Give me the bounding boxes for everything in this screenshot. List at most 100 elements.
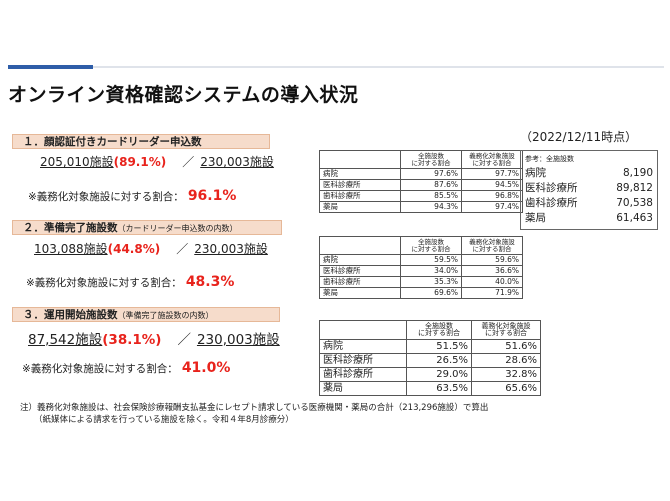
ratio-mandated-cell: 65.6% bbox=[471, 381, 541, 396]
list-item: 病院 8,190 bbox=[525, 166, 653, 181]
reference-count: 61,463 bbox=[616, 212, 653, 224]
facility-type-cell: 薬局 bbox=[319, 381, 407, 396]
table-header-cell bbox=[319, 150, 401, 169]
section-1-table: 全施設数 に対する割合 義務化対象施設 に対する割合 病院 97.6% 97.7% … bbox=[319, 150, 523, 213]
ratio-mandated-cell: 36.6% bbox=[461, 265, 523, 277]
section-3-percent: (38.1%) bbox=[102, 332, 162, 348]
reference-type: 病院 bbox=[525, 167, 546, 179]
footnote-line-2: （紙媒体による請求を行っている施設を除く。令和４年8月診療分） bbox=[34, 415, 294, 425]
section-2-title: ２．準備完了施設数 bbox=[23, 222, 118, 234]
reference-total-facilities-box: 参考：全施設数 病院 8,190 医科診療所 89,812 歯科診療所 70,538 … bbox=[520, 150, 658, 230]
section-1-count-line: 205,010施設(89.1%) ／ 230,003施設 bbox=[40, 153, 274, 170]
facility-type-cell: 歯科診療所 bbox=[319, 276, 401, 288]
reference-count: 89,812 bbox=[616, 182, 653, 194]
section-3-total: 230,003施設 bbox=[196, 332, 280, 348]
ratio-mandated-cell: 59.6% bbox=[461, 254, 523, 266]
ratio-all-cell: 29.0% bbox=[406, 367, 472, 382]
section-2-separator: ／ bbox=[176, 242, 189, 256]
ratio-all-cell: 69.6% bbox=[400, 287, 462, 299]
section-3-header: ３．運用開始施設数（準備完了施設数の内数） bbox=[12, 307, 280, 322]
facility-type-cell: 病院 bbox=[319, 168, 401, 180]
ratio-all-cell: 35.3% bbox=[400, 276, 462, 288]
section-3-table: 全施設数 に対する割合 義務化対象施設 に対する割合 病院 51.5% 51.6% … bbox=[319, 320, 541, 396]
section-1-separator: ／ bbox=[182, 155, 195, 169]
section-3-count: 87,542施設 bbox=[28, 332, 103, 348]
list-item: 歯科診療所 70,538 bbox=[525, 196, 653, 211]
section-2-subtitle: （カードリーダー申込数の内数） bbox=[117, 224, 238, 233]
table-header-row: 全施設数 に対する割合 義務化対象施設 に対する割合 bbox=[319, 150, 523, 169]
table-row: 病院 51.5% 51.6% bbox=[319, 339, 541, 354]
ratio-mandated-cell: 71.9% bbox=[461, 287, 523, 299]
table-header-cell: 全施設数 に対する割合 bbox=[400, 236, 462, 255]
table-row: 病院 97.6% 97.7% bbox=[319, 168, 523, 180]
section-1-header: １．顔認証付きカードリーダー申込数 bbox=[12, 134, 270, 149]
facility-type-cell: 歯科診療所 bbox=[319, 190, 401, 202]
ratio-mandated-cell: 94.5% bbox=[461, 179, 523, 191]
reference-type: 歯科診療所 bbox=[525, 197, 578, 209]
reference-count: 8,190 bbox=[622, 167, 653, 179]
ratio-all-cell: 94.3% bbox=[400, 201, 462, 213]
reference-type: 薬局 bbox=[525, 212, 546, 224]
reference-count: 70,538 bbox=[616, 197, 653, 209]
facility-type-cell: 医科診療所 bbox=[319, 179, 401, 191]
footnote-line-1: 注）義務化対象施設は、社会保険診療報酬支払基金にレセプト請求している医療機関・薬… bbox=[20, 403, 489, 413]
ratio-mandated-cell: 96.8% bbox=[461, 190, 523, 202]
section-1-title: １．顔認証付きカードリーダー申込数 bbox=[23, 136, 202, 148]
table-header-row: 全施設数 に対する割合 義務化対象施設 に対する割合 bbox=[319, 320, 541, 340]
table-header-cell: 全施設数 に対する割合 bbox=[400, 150, 462, 169]
section-1-ratio-line: ※義務化対象施設に対する割合： 96.1% bbox=[28, 188, 236, 204]
ratio-all-cell: 51.5% bbox=[406, 339, 472, 354]
ratio-all-cell: 63.5% bbox=[406, 381, 472, 396]
table-row: 医科診療所 34.0% 36.6% bbox=[319, 265, 523, 277]
table-header-cell: 義務化対象施設 に対する割合 bbox=[461, 150, 523, 169]
ratio-all-cell: 26.5% bbox=[406, 353, 472, 368]
table-header-cell bbox=[319, 320, 407, 340]
section-3-title: ３．運用開始施設数 bbox=[23, 309, 118, 321]
list-item: 医科診療所 89,812 bbox=[525, 181, 653, 196]
table-header-cell bbox=[319, 236, 401, 255]
title-rule-accent bbox=[8, 65, 93, 69]
section-3-count-line: 87,542施設(38.1%) ／ 230,003施設 bbox=[28, 328, 280, 348]
ratio-all-cell: 87.6% bbox=[400, 179, 462, 191]
facility-type-cell: 病院 bbox=[319, 254, 401, 266]
reference-heading: 参考：全施設数 bbox=[525, 155, 574, 163]
ratio-all-cell: 34.0% bbox=[400, 265, 462, 277]
table-row: 歯科診療所 35.3% 40.0% bbox=[319, 276, 523, 288]
section-2-count-line: 103,088施設(44.8%) ／ 230,003施設 bbox=[34, 240, 268, 257]
table-row: 薬局 69.6% 71.9% bbox=[319, 287, 523, 299]
ratio-all-cell: 59.5% bbox=[400, 254, 462, 266]
section-3-ratio-value: 41.0% bbox=[181, 360, 231, 376]
table-header-row: 全施設数 に対する割合 義務化対象施設 に対する割合 bbox=[319, 236, 523, 255]
section-1-percent: (89.1%) bbox=[113, 155, 167, 169]
section-2-ratio-label: ※義務化対象施設に対する割合： bbox=[26, 277, 182, 289]
ratio-mandated-cell: 32.8% bbox=[471, 367, 541, 382]
table-row: 薬局 63.5% 65.6% bbox=[319, 381, 541, 396]
section-2-header: ２．準備完了施設数（カードリーダー申込数の内数） bbox=[12, 220, 282, 235]
section-1-total: 230,003施設 bbox=[200, 155, 274, 169]
ratio-mandated-cell: 40.0% bbox=[461, 276, 523, 288]
section-3-separator: ／ bbox=[177, 332, 191, 348]
section-2-percent: (44.8%) bbox=[107, 242, 161, 256]
as-of-date: （2022/12/11時点） bbox=[520, 130, 638, 144]
section-3-subtitle: （準備完了施設数の内数） bbox=[117, 311, 214, 320]
page-title: オンライン資格確認システムの導入状況 bbox=[8, 84, 359, 106]
facility-type-cell: 薬局 bbox=[319, 287, 401, 299]
table-header-cell: 義務化対象施設 に対する割合 bbox=[461, 236, 523, 255]
table-header-cell: 全施設数 に対する割合 bbox=[406, 320, 472, 340]
section-3-ratio-line: ※義務化対象施設に対する割合： 41.0% bbox=[22, 360, 230, 376]
table-row: 歯科診療所 85.5% 96.8% bbox=[319, 190, 523, 202]
reference-type: 医科診療所 bbox=[525, 182, 578, 194]
facility-type-cell: 医科診療所 bbox=[319, 265, 401, 277]
table-row: 医科診療所 87.6% 94.5% bbox=[319, 179, 523, 191]
ratio-mandated-cell: 97.7% bbox=[461, 168, 523, 180]
ratio-mandated-cell: 28.6% bbox=[471, 353, 541, 368]
section-2-ratio-line: ※義務化対象施設に対する割合： 48.3% bbox=[26, 274, 234, 290]
section-2-ratio-value: 48.3% bbox=[185, 274, 235, 290]
ratio-all-cell: 85.5% bbox=[400, 190, 462, 202]
table-row: 病院 59.5% 59.6% bbox=[319, 254, 523, 266]
section-2-total: 230,003施設 bbox=[194, 242, 268, 256]
table-row: 歯科診療所 29.0% 32.8% bbox=[319, 367, 541, 382]
facility-type-cell: 医科診療所 bbox=[319, 353, 407, 368]
list-item: 薬局 61,463 bbox=[525, 211, 653, 226]
section-1-ratio-label: ※義務化対象施設に対する割合： bbox=[28, 191, 184, 203]
